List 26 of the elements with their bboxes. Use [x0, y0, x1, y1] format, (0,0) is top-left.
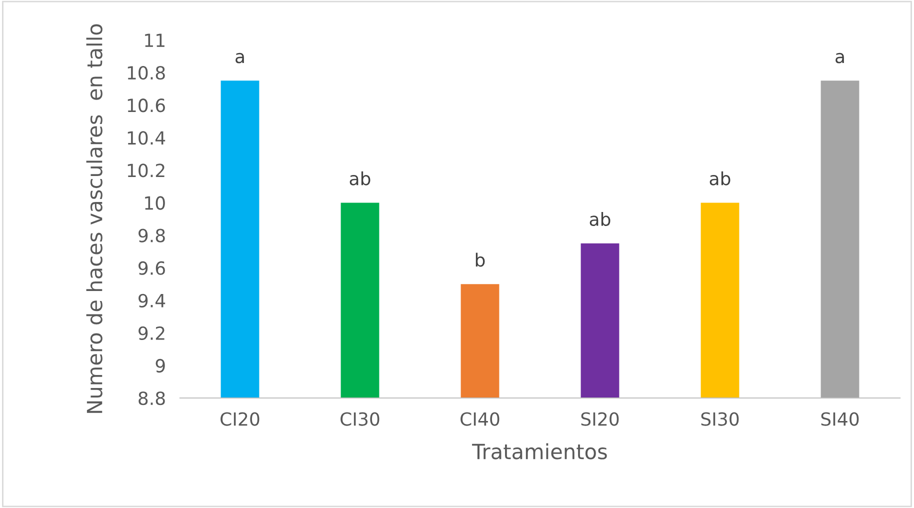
y-axis-title: Numero de haces vasculares en tallo — [86, 24, 102, 413]
y-tick-label: 9.6 — [138, 261, 165, 275]
y-tick-label: 11 — [145, 34, 164, 47]
x-tick-label: SI40 — [821, 412, 859, 426]
y-tick-label: 9.2 — [138, 326, 164, 340]
annotation: b — [476, 252, 485, 267]
annotation: ab — [590, 212, 610, 226]
x-tick-label: SI20 — [581, 412, 619, 426]
x-tick-label: CI30 — [340, 412, 380, 426]
x-tick-label: CI40 — [460, 412, 500, 426]
y-tick-label: 9.8 — [138, 228, 165, 242]
y-tick-label: 10.4 — [128, 131, 166, 145]
y-tick-label: 8.8 — [138, 391, 165, 406]
annotation: a — [836, 52, 844, 64]
y-tick-label: 9 — [156, 358, 165, 373]
y-tick-label: 10.6 — [128, 98, 165, 112]
y-tick-label: 9.4 — [138, 294, 166, 308]
y-tick-label: 10.2 — [128, 164, 164, 178]
annotation: a — [236, 52, 244, 64]
annotation: ab — [350, 171, 370, 186]
y-tick-label: 10.8 — [128, 66, 165, 80]
x-tick-label: SI30 — [701, 412, 739, 426]
annotation: ab — [710, 171, 730, 186]
y-tick-label: 10 — [145, 196, 165, 210]
x-axis-title: Tratamientos — [472, 443, 607, 460]
x-tick-label: CI20 — [220, 412, 260, 426]
